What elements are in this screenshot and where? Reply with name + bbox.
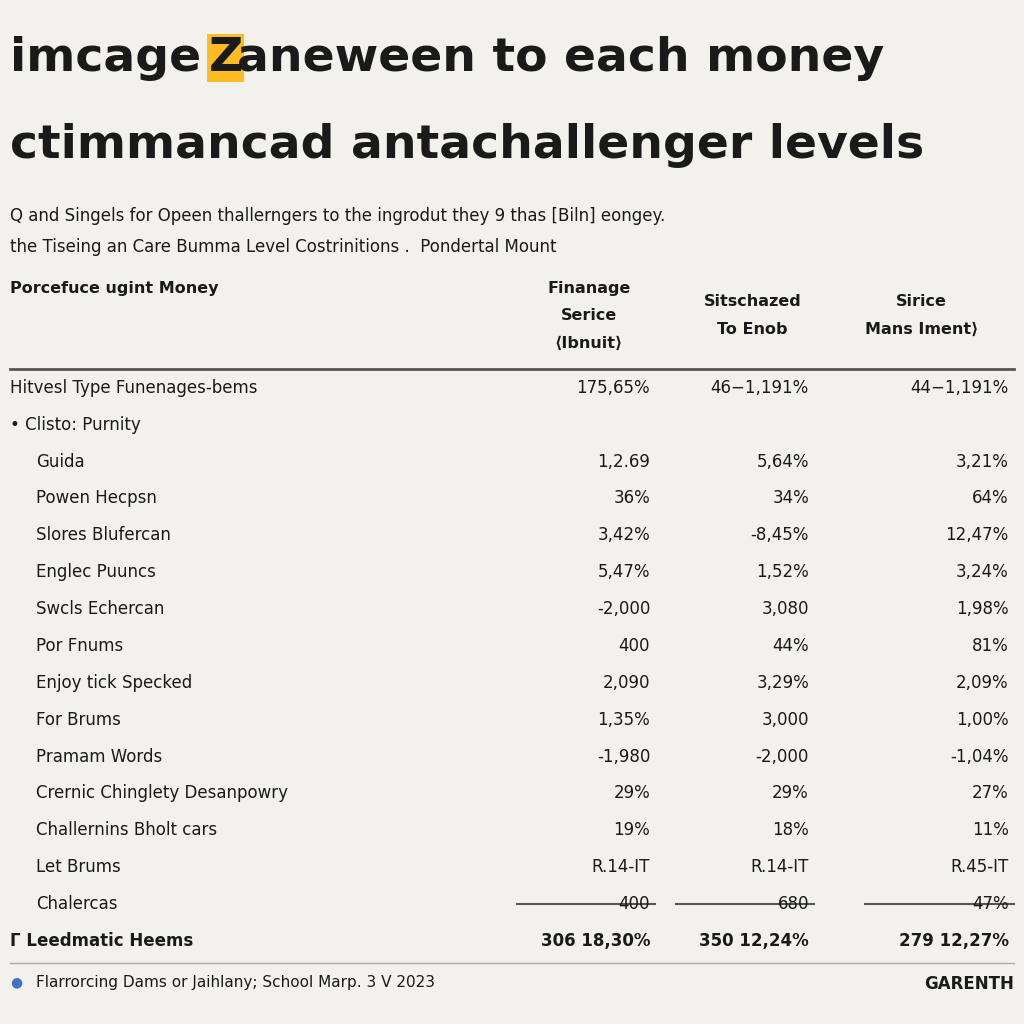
Text: Z: Z bbox=[209, 36, 243, 81]
Text: -2,000: -2,000 bbox=[597, 600, 650, 618]
Text: ⟨Ibnuit⟩: ⟨Ibnuit⟩ bbox=[555, 336, 623, 351]
Text: 175,65%: 175,65% bbox=[577, 379, 650, 397]
Text: 350 12,24%: 350 12,24% bbox=[699, 932, 809, 950]
Text: 400: 400 bbox=[618, 637, 650, 655]
Text: 1,98%: 1,98% bbox=[956, 600, 1009, 618]
Text: To Enob: To Enob bbox=[718, 322, 787, 337]
Text: 400: 400 bbox=[618, 895, 650, 913]
Text: aneween to each money: aneween to each money bbox=[237, 36, 884, 81]
Text: 27%: 27% bbox=[972, 784, 1009, 803]
Text: Challernins Bholt cars: Challernins Bholt cars bbox=[36, 821, 217, 840]
Text: 1,2.69: 1,2.69 bbox=[597, 453, 650, 471]
Text: Flarrorcing Dams or Jaihlany; School Marp. 3 V 2023: Flarrorcing Dams or Jaihlany; School Mar… bbox=[36, 975, 435, 990]
Text: 3,21%: 3,21% bbox=[955, 453, 1009, 471]
Text: 3,000: 3,000 bbox=[762, 711, 809, 729]
Text: Mans Iment⟩: Mans Iment⟩ bbox=[865, 322, 978, 337]
Text: 5,64%: 5,64% bbox=[757, 453, 809, 471]
Text: Chalercas: Chalercas bbox=[36, 895, 118, 913]
Text: R.45-IT: R.45-IT bbox=[950, 858, 1009, 877]
Text: 279 12,27%: 279 12,27% bbox=[899, 932, 1009, 950]
Text: 306 18,30%: 306 18,30% bbox=[541, 932, 650, 950]
Text: -8,45%: -8,45% bbox=[751, 526, 809, 545]
Text: the Tiseing an Care Bumma Level Costrinitions .  Pondertal Mount: the Tiseing an Care Bumma Level Costrini… bbox=[10, 238, 557, 256]
Text: Powen Hecpsn: Powen Hecpsn bbox=[36, 489, 157, 508]
Text: 81%: 81% bbox=[972, 637, 1009, 655]
Text: 680: 680 bbox=[777, 895, 809, 913]
Text: Slores Blufercan: Slores Blufercan bbox=[36, 526, 171, 545]
Text: 19%: 19% bbox=[613, 821, 650, 840]
Text: -1,04%: -1,04% bbox=[950, 748, 1009, 766]
Text: Hitvesl Type Funenages-bems: Hitvesl Type Funenages-bems bbox=[10, 379, 258, 397]
Text: 3,24%: 3,24% bbox=[955, 563, 1009, 582]
Text: 3,29%: 3,29% bbox=[756, 674, 809, 692]
Text: Enjoy tick Specked: Enjoy tick Specked bbox=[36, 674, 193, 692]
Text: 36%: 36% bbox=[613, 489, 650, 508]
Text: 29%: 29% bbox=[772, 784, 809, 803]
Text: Porcefuce ugint Money: Porcefuce ugint Money bbox=[10, 281, 219, 296]
Text: 2,090: 2,090 bbox=[603, 674, 650, 692]
Text: Serice: Serice bbox=[561, 308, 616, 324]
Text: 3,42%: 3,42% bbox=[597, 526, 650, 545]
Text: 34%: 34% bbox=[772, 489, 809, 508]
Text: For Brums: For Brums bbox=[36, 711, 121, 729]
Text: 18%: 18% bbox=[772, 821, 809, 840]
Text: Crernic Chinglety Desanpowry: Crernic Chinglety Desanpowry bbox=[36, 784, 288, 803]
Text: 11%: 11% bbox=[972, 821, 1009, 840]
Text: ●: ● bbox=[10, 975, 23, 989]
Text: Q and Singels for Opeen thallerngers to the ingrodut they 9 thas [Biln] eongey.: Q and Singels for Opeen thallerngers to … bbox=[10, 207, 666, 225]
Text: 1,52%: 1,52% bbox=[756, 563, 809, 582]
Text: 3,080: 3,080 bbox=[762, 600, 809, 618]
Text: 46−1,191%: 46−1,191% bbox=[711, 379, 809, 397]
Text: Let Brums: Let Brums bbox=[36, 858, 121, 877]
Text: -1,980: -1,980 bbox=[597, 748, 650, 766]
Text: Por Fnums: Por Fnums bbox=[36, 637, 123, 655]
Text: 1,00%: 1,00% bbox=[956, 711, 1009, 729]
Text: ctimmancad antachallenger levels: ctimmancad antachallenger levels bbox=[10, 123, 925, 168]
Text: 5,47%: 5,47% bbox=[598, 563, 650, 582]
Text: 44%: 44% bbox=[772, 637, 809, 655]
Text: -2,000: -2,000 bbox=[756, 748, 809, 766]
Text: R.14-IT: R.14-IT bbox=[751, 858, 809, 877]
Text: 2,09%: 2,09% bbox=[956, 674, 1009, 692]
Text: Englec Puuncs: Englec Puuncs bbox=[36, 563, 156, 582]
Text: imcage: imcage bbox=[10, 36, 218, 81]
Text: Sirice: Sirice bbox=[896, 295, 947, 309]
Text: 44−1,191%: 44−1,191% bbox=[910, 379, 1009, 397]
Text: • Clisto: Purnity: • Clisto: Purnity bbox=[10, 416, 141, 434]
Text: Swcls Echercan: Swcls Echercan bbox=[36, 600, 164, 618]
Text: R.14-IT: R.14-IT bbox=[592, 858, 650, 877]
Text: 64%: 64% bbox=[972, 489, 1009, 508]
Text: 29%: 29% bbox=[613, 784, 650, 803]
Text: 1,35%: 1,35% bbox=[597, 711, 650, 729]
Text: 47%: 47% bbox=[972, 895, 1009, 913]
Text: 12,47%: 12,47% bbox=[945, 526, 1009, 545]
Text: Guida: Guida bbox=[36, 453, 84, 471]
Text: Sitschazed: Sitschazed bbox=[703, 295, 802, 309]
Text: Γ Leedmatic Heems: Γ Leedmatic Heems bbox=[10, 932, 194, 950]
Text: GARENTH: GARENTH bbox=[924, 975, 1014, 993]
Text: Finanage: Finanage bbox=[547, 281, 631, 296]
Text: Pramam Words: Pramam Words bbox=[36, 748, 162, 766]
